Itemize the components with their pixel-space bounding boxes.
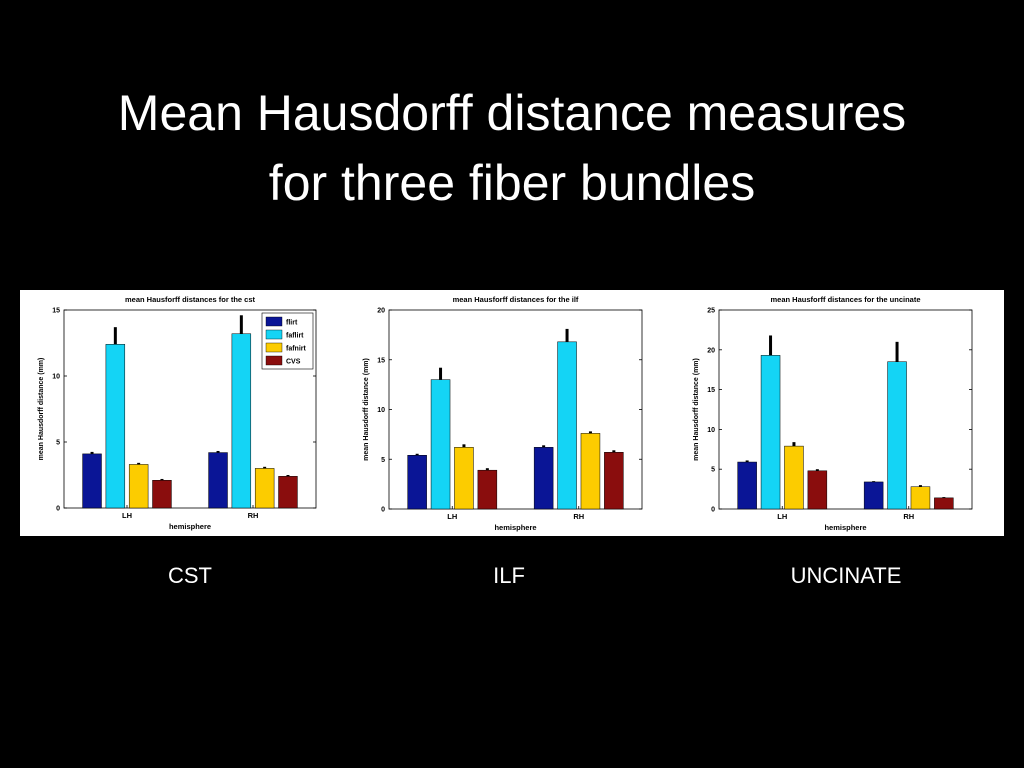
x-axis-label: hemisphere [824, 523, 866, 532]
chart-uncinate: mean Hausforff distances for the uncinat… [693, 295, 973, 532]
chart-title: mean Hausforff distances for the ilf [453, 295, 579, 304]
bar-CVS-LH [807, 470, 828, 510]
legend-swatch-flirt [265, 316, 283, 327]
chart-cst: mean Hausforff distances for the cst 0 5 10… [38, 295, 317, 531]
bar-CVS-RH [278, 476, 298, 509]
y-tick-label: 25 [707, 308, 715, 315]
x-axis-label: hemisphere [169, 522, 211, 531]
bar-CVS-LH [152, 480, 172, 509]
y-tick-label: 15 [52, 308, 60, 315]
bundle-label-ilf: ILF [493, 563, 525, 588]
y-tick-label: 20 [707, 347, 715, 354]
bar-flirt-LH [737, 461, 757, 510]
legend-label-fafnirt: fafnirt [286, 346, 307, 353]
legend-swatch-faflirt [265, 329, 283, 340]
legend-label-flirt: flirt [286, 320, 298, 327]
x-axis-label: hemisphere [494, 523, 536, 532]
bar-CVS-RH [934, 497, 954, 510]
bar-fafnirt-LH [784, 445, 804, 510]
x-tick-label-LH: LH [447, 512, 457, 521]
bar-faflirt-LH [105, 344, 126, 509]
bar-faflirt-RH [231, 333, 252, 509]
bar-fafnirt-LH [454, 447, 474, 510]
figure-strip: mean Hausforff distances for the cst 0 5 10… [20, 290, 1004, 536]
y-tick-label: 5 [56, 440, 60, 447]
x-tick-label-LH: LH [777, 512, 787, 521]
legend-swatch-CVS [265, 355, 283, 366]
chart-title: mean Hausforff distances for the cst [125, 295, 256, 304]
slide-title-line-1: Mean Hausdorff distance measures [117, 85, 907, 141]
bundle-label-cst: CST [168, 563, 212, 588]
bar-flirt-RH [533, 447, 554, 510]
bar-flirt-LH [82, 453, 102, 509]
y-axis-label: mean Hausdorff distance (mm) [38, 358, 45, 461]
y-tick-label: 5 [381, 457, 385, 464]
y-tick-label: 10 [707, 427, 715, 434]
bar-faflirt-LH [760, 355, 781, 510]
y-axis-label: mean Hausdorff distance (mm) [363, 358, 370, 461]
bar-flirt-RH [863, 481, 884, 510]
y-axis-label: mean Hausdorff distance (mm) [693, 358, 700, 461]
legend-swatch-fafnirt [265, 342, 283, 353]
bar-fafnirt-RH [580, 433, 601, 510]
plot-frame [718, 309, 973, 510]
y-tick-label: 20 [377, 308, 385, 315]
chart-ilf: mean Hausforff distances for the ilf 0 5 10… [363, 295, 643, 532]
y-tick-label: 0 [711, 507, 715, 514]
bundle-label-uncinate: UNCINATE [790, 563, 902, 588]
legend-label-CVS: CVS [286, 359, 301, 366]
plot-frame [388, 309, 643, 510]
bar-faflirt-RH [557, 341, 577, 510]
bar-fafnirt-RH [910, 486, 931, 510]
y-tick-label: 15 [377, 357, 385, 364]
x-tick-label-RH: RH [248, 511, 259, 520]
x-tick-label-RH: RH [573, 512, 584, 521]
legend: flirt faflirt fafnirt CVS [261, 312, 314, 370]
bar-CVS-LH [477, 469, 498, 510]
y-tick-label: 15 [707, 387, 715, 394]
bar-flirt-RH [208, 452, 228, 509]
bar-fafnirt-LH [128, 464, 149, 509]
y-tick-label: 0 [56, 506, 60, 513]
y-tick-label: 0 [381, 507, 385, 514]
bar-flirt-LH [407, 455, 427, 510]
slide-title: Mean Hausdorff distance measures for thr… [0, 78, 1024, 218]
bar-CVS-RH [604, 452, 624, 510]
chart-title: mean Hausforff distances for the uncinat… [770, 295, 920, 304]
x-tick-label-LH: LH [122, 511, 132, 520]
y-tick-label: 5 [711, 467, 715, 474]
y-tick-label: 10 [52, 374, 60, 381]
x-tick-label-RH: RH [903, 512, 914, 521]
bar-faflirt-LH [430, 379, 451, 510]
legend-label-faflirt: faflirt [286, 333, 304, 340]
plot-frame [63, 309, 317, 509]
bar-fafnirt-RH [254, 468, 275, 509]
slide-title-line-2: for three fiber bundles [268, 155, 756, 211]
y-tick-label: 10 [377, 407, 385, 414]
bar-faflirt-RH [887, 361, 907, 510]
